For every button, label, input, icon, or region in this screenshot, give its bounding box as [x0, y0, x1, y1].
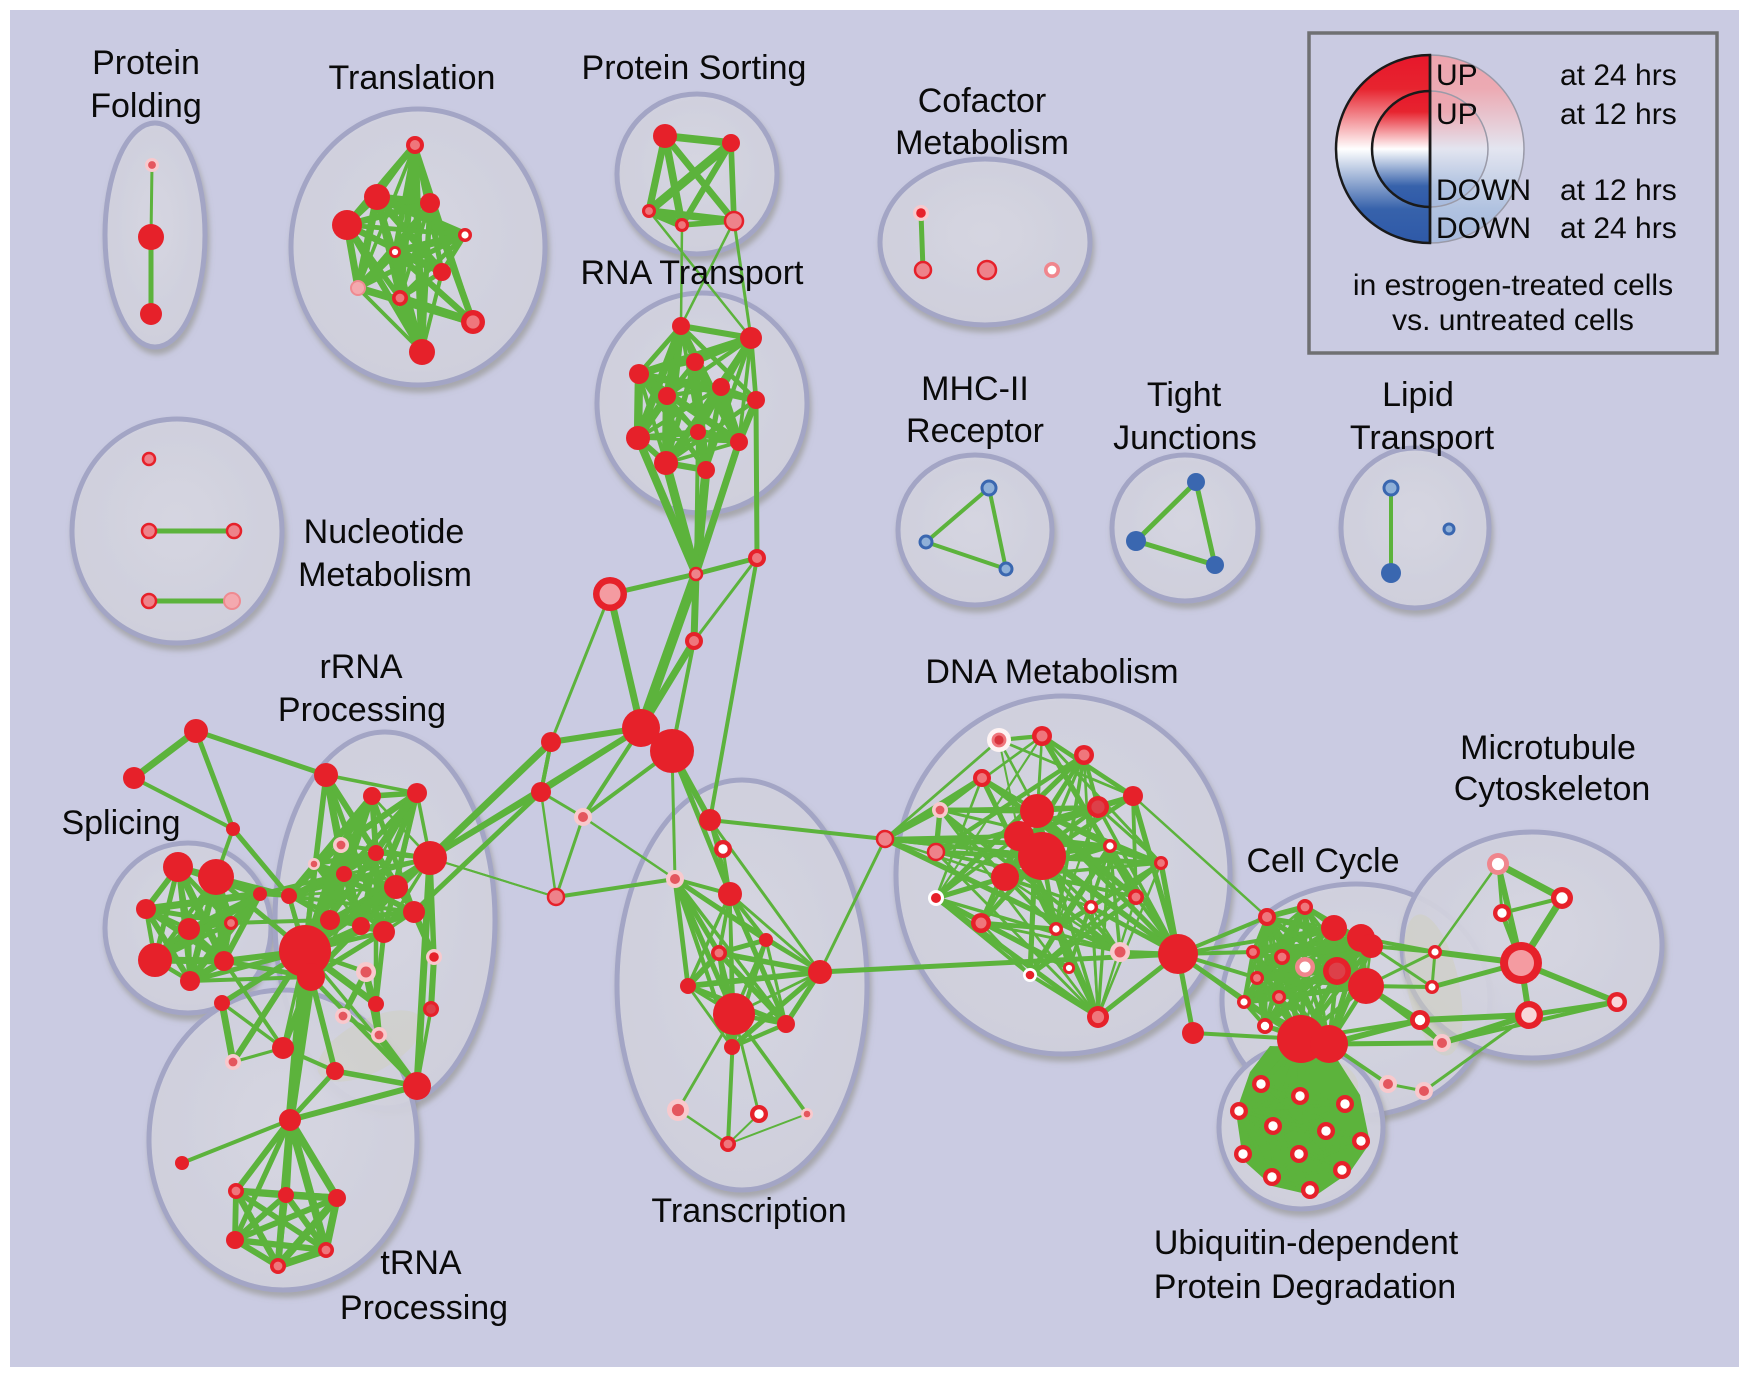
- svg-text:Nucleotide: Nucleotide: [304, 513, 465, 551]
- svg-text:Lipid: Lipid: [1382, 376, 1454, 414]
- svg-text:vs. untreated cells: vs. untreated cells: [1392, 304, 1634, 337]
- svg-text:MHC-II: MHC-II: [921, 370, 1029, 408]
- svg-text:Junctions: Junctions: [1113, 419, 1257, 457]
- svg-text:at 12 hrs: at 12 hrs: [1560, 174, 1677, 207]
- svg-text:UP: UP: [1436, 98, 1478, 131]
- svg-text:Metabolism: Metabolism: [298, 556, 472, 594]
- svg-text:Protein Sorting: Protein Sorting: [582, 49, 807, 87]
- svg-text:RNA Transport: RNA Transport: [581, 254, 805, 292]
- svg-text:Splicing: Splicing: [61, 804, 180, 842]
- svg-text:Folding: Folding: [90, 87, 202, 125]
- svg-text:Processing: Processing: [278, 691, 446, 729]
- svg-text:Protein: Protein: [92, 44, 200, 82]
- svg-text:DNA Metabolism: DNA Metabolism: [925, 653, 1178, 691]
- svg-text:at 24 hrs: at 24 hrs: [1560, 212, 1677, 245]
- svg-text:Receptor: Receptor: [906, 412, 1044, 450]
- svg-text:Cofactor: Cofactor: [918, 82, 1047, 120]
- svg-text:tRNA: tRNA: [380, 1244, 462, 1282]
- svg-text:Translation: Translation: [329, 59, 496, 97]
- svg-text:Metabolism: Metabolism: [895, 124, 1069, 162]
- svg-text:Ubiquitin-dependent: Ubiquitin-dependent: [1154, 1224, 1459, 1262]
- svg-text:Microtubule: Microtubule: [1460, 729, 1636, 767]
- svg-text:Transcription: Transcription: [651, 1192, 846, 1230]
- svg-text:at 24 hrs: at 24 hrs: [1560, 59, 1677, 92]
- svg-text:DOWN: DOWN: [1436, 212, 1531, 245]
- svg-text:UP: UP: [1436, 59, 1478, 92]
- svg-text:Transport: Transport: [1350, 419, 1495, 457]
- svg-text:Cytoskeleton: Cytoskeleton: [1454, 770, 1651, 808]
- svg-text:Protein Degradation: Protein Degradation: [1154, 1268, 1456, 1306]
- svg-text:rRNA: rRNA: [319, 648, 402, 686]
- svg-text:Cell Cycle: Cell Cycle: [1246, 842, 1399, 880]
- svg-text:in estrogen-treated cells: in estrogen-treated cells: [1353, 269, 1673, 302]
- svg-text:Tight: Tight: [1147, 376, 1222, 414]
- svg-text:DOWN: DOWN: [1436, 174, 1531, 207]
- svg-text:Processing: Processing: [340, 1289, 508, 1327]
- svg-text:at 12 hrs: at 12 hrs: [1560, 98, 1677, 131]
